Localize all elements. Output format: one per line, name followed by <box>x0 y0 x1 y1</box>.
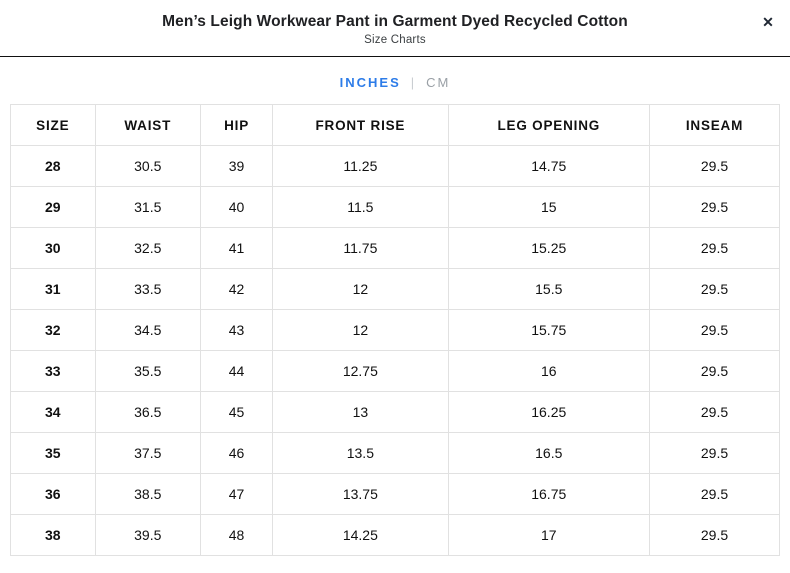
size-cell: 34 <box>10 391 96 433</box>
table-row: 35 37.5 46 13.5 16.5 29.5 <box>10 432 780 474</box>
unit-inches-button[interactable]: INCHES <box>339 74 401 90</box>
measurement-cell: 29.5 <box>649 268 780 310</box>
column-header: LEG OPENING <box>447 104 651 146</box>
measurement-cell: 13 <box>272 391 449 433</box>
table-row: 32 34.5 43 12 15.75 29.5 <box>10 309 780 351</box>
measurement-cell: 11.25 <box>272 145 449 187</box>
table-row: 30 32.5 41 11.75 15.25 29.5 <box>10 227 780 269</box>
measurement-cell: 11.5 <box>272 186 449 228</box>
size-chart-table: SIZE WAIST HIP FRONT RISE LEG OPENING INSEAM … <box>10 104 780 556</box>
size-cell: 32 <box>10 309 96 351</box>
column-header: WAIST <box>94 104 201 146</box>
table-row: 36 38.5 47 13.75 16.75 29.5 <box>10 473 780 515</box>
table-row: 29 31.5 40 11.5 15 29.5 <box>10 186 780 228</box>
measurement-cell: 16.75 <box>447 473 651 515</box>
measurement-cell: 11.75 <box>272 227 449 269</box>
measurement-cell: 29.5 <box>649 145 780 187</box>
measurement-cell: 39.5 <box>94 514 201 556</box>
measurement-cell: 29.5 <box>649 473 780 515</box>
measurement-cell: 16 <box>447 350 651 392</box>
size-cell: 33 <box>10 350 96 392</box>
measurement-cell: 36.5 <box>94 391 201 433</box>
measurement-cell: 14.25 <box>272 514 449 556</box>
close-icon[interactable]: ✕ <box>758 12 778 32</box>
unit-toggle: INCHES | CM <box>0 74 790 90</box>
measurement-cell: 15.25 <box>447 227 651 269</box>
measurement-cell: 12 <box>272 268 449 310</box>
measurement-cell: 41 <box>199 227 274 269</box>
table-row: 28 30.5 39 11.25 14.75 29.5 <box>10 145 780 187</box>
measurement-cell: 15.5 <box>447 268 651 310</box>
table-header-row: SIZE WAIST HIP FRONT RISE LEG OPENING INSEAM <box>10 104 780 146</box>
measurement-cell: 34.5 <box>94 309 201 351</box>
measurement-cell: 17 <box>447 514 651 556</box>
measurement-cell: 13.75 <box>272 473 449 515</box>
size-cell: 28 <box>10 145 96 187</box>
measurement-cell: 42 <box>199 268 274 310</box>
size-cell: 35 <box>10 432 96 474</box>
measurement-cell: 44 <box>199 350 274 392</box>
measurement-cell: 45 <box>199 391 274 433</box>
measurement-cell: 29.5 <box>649 391 780 433</box>
measurement-cell: 16.5 <box>447 432 651 474</box>
measurement-cell: 14.75 <box>447 145 651 187</box>
measurement-cell: 33.5 <box>94 268 201 310</box>
measurement-cell: 16.25 <box>447 391 651 433</box>
measurement-cell: 48 <box>199 514 274 556</box>
measurement-cell: 39 <box>199 145 274 187</box>
measurement-cell: 29.5 <box>649 514 780 556</box>
size-cell: 29 <box>10 186 96 228</box>
measurement-cell: 40 <box>199 186 274 228</box>
column-header: HIP <box>199 104 274 146</box>
measurement-cell: 37.5 <box>94 432 201 474</box>
measurement-cell: 15 <box>447 186 651 228</box>
column-header: INSEAM <box>649 104 780 146</box>
column-header: SIZE <box>10 104 96 146</box>
measurement-cell: 12.75 <box>272 350 449 392</box>
size-chart-table-wrapper: SIZE WAIST HIP FRONT RISE LEG OPENING INSEAM … <box>10 104 780 556</box>
size-cell: 31 <box>10 268 96 310</box>
measurement-cell: 29.5 <box>649 350 780 392</box>
table-row: 38 39.5 48 14.25 17 29.5 <box>10 514 780 556</box>
unit-cm-button[interactable]: CM <box>426 74 451 90</box>
measurement-cell: 12 <box>272 309 449 351</box>
measurement-cell: 43 <box>199 309 274 351</box>
measurement-cell: 35.5 <box>94 350 201 392</box>
measurement-cell: 30.5 <box>94 145 201 187</box>
measurement-cell: 29.5 <box>649 432 780 474</box>
measurement-cell: 47 <box>199 473 274 515</box>
modal-subtitle: Size Charts <box>364 34 426 47</box>
measurement-cell: 32.5 <box>94 227 201 269</box>
measurement-cell: 29.5 <box>649 186 780 228</box>
size-cell: 30 <box>10 227 96 269</box>
table-row: 31 33.5 42 12 15.5 29.5 <box>10 268 780 310</box>
modal-header: Men’s Leigh Workwear Pant in Garment Dye… <box>0 0 790 57</box>
measurement-cell: 29.5 <box>649 309 780 351</box>
size-cell: 36 <box>10 473 96 515</box>
unit-separator: | <box>410 74 417 90</box>
measurement-cell: 13.5 <box>272 432 449 474</box>
table-row: 34 36.5 45 13 16.25 29.5 <box>10 391 780 433</box>
measurement-cell: 38.5 <box>94 473 201 515</box>
size-cell: 38 <box>10 514 96 556</box>
measurement-cell: 46 <box>199 432 274 474</box>
page-title: Men’s Leigh Workwear Pant in Garment Dye… <box>162 13 628 30</box>
measurement-cell: 15.75 <box>447 309 651 351</box>
measurement-cell: 29.5 <box>649 227 780 269</box>
column-header: FRONT RISE <box>272 104 449 146</box>
table-row: 33 35.5 44 12.75 16 29.5 <box>10 350 780 392</box>
measurement-cell: 31.5 <box>94 186 201 228</box>
